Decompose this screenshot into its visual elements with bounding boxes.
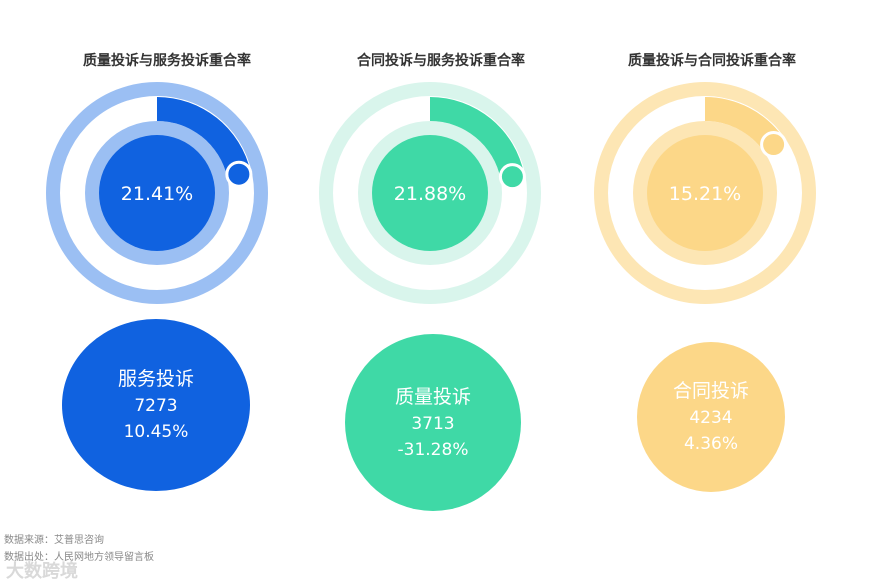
bubble-service-complaint: 服务投诉 7273 10.45%	[62, 319, 250, 491]
bubble-value: 3713	[411, 413, 455, 434]
ring-value-label: 21.41%	[121, 183, 193, 205]
chart-title-3: 质量投诉与合同投诉重合率	[628, 53, 796, 69]
ring-value-arc	[157, 97, 251, 177]
bubble-category: 质量投诉	[394, 385, 471, 408]
ring-value-label: 15.21%	[669, 183, 741, 205]
watermark: 大数跨境	[6, 561, 78, 582]
bubble-contract-complaint: 合同投诉 4234 4.36%	[637, 342, 785, 492]
chart-title-2: 合同投诉与服务投诉重合率	[357, 53, 525, 69]
data-origin-note: 数据出处：人民网地方领导留言板	[4, 552, 154, 563]
bubble-quality-complaint: 质量投诉 3713 -31.28%	[345, 334, 521, 511]
ring-outer-band	[594, 82, 816, 304]
ring-core	[647, 135, 763, 251]
data-source-note: 数据来源：艾普思咨询	[4, 535, 104, 546]
chart-title-1: 质量投诉与服务投诉重合率	[83, 53, 251, 69]
bubble-change: 10.45%	[123, 422, 189, 442]
bubble-category: 合同投诉	[672, 380, 749, 402]
ring-outer-band	[46, 82, 268, 304]
ring-value-label: 21.88%	[394, 183, 466, 205]
bubble-value: 4234	[689, 408, 733, 428]
bubble-change: -31.28%	[397, 439, 469, 460]
ring-core	[372, 135, 488, 251]
bubble-category: 服务投诉	[117, 368, 194, 390]
ring-value-arc	[430, 97, 525, 179]
ring-core	[99, 135, 215, 251]
bubble-value: 7273	[134, 396, 178, 416]
bubble-change: 4.36%	[683, 434, 738, 454]
ring-outer-band	[319, 82, 541, 304]
ring-end-dot	[760, 131, 788, 159]
ring-end-dot	[498, 163, 526, 191]
ring-end-dot	[225, 160, 253, 188]
